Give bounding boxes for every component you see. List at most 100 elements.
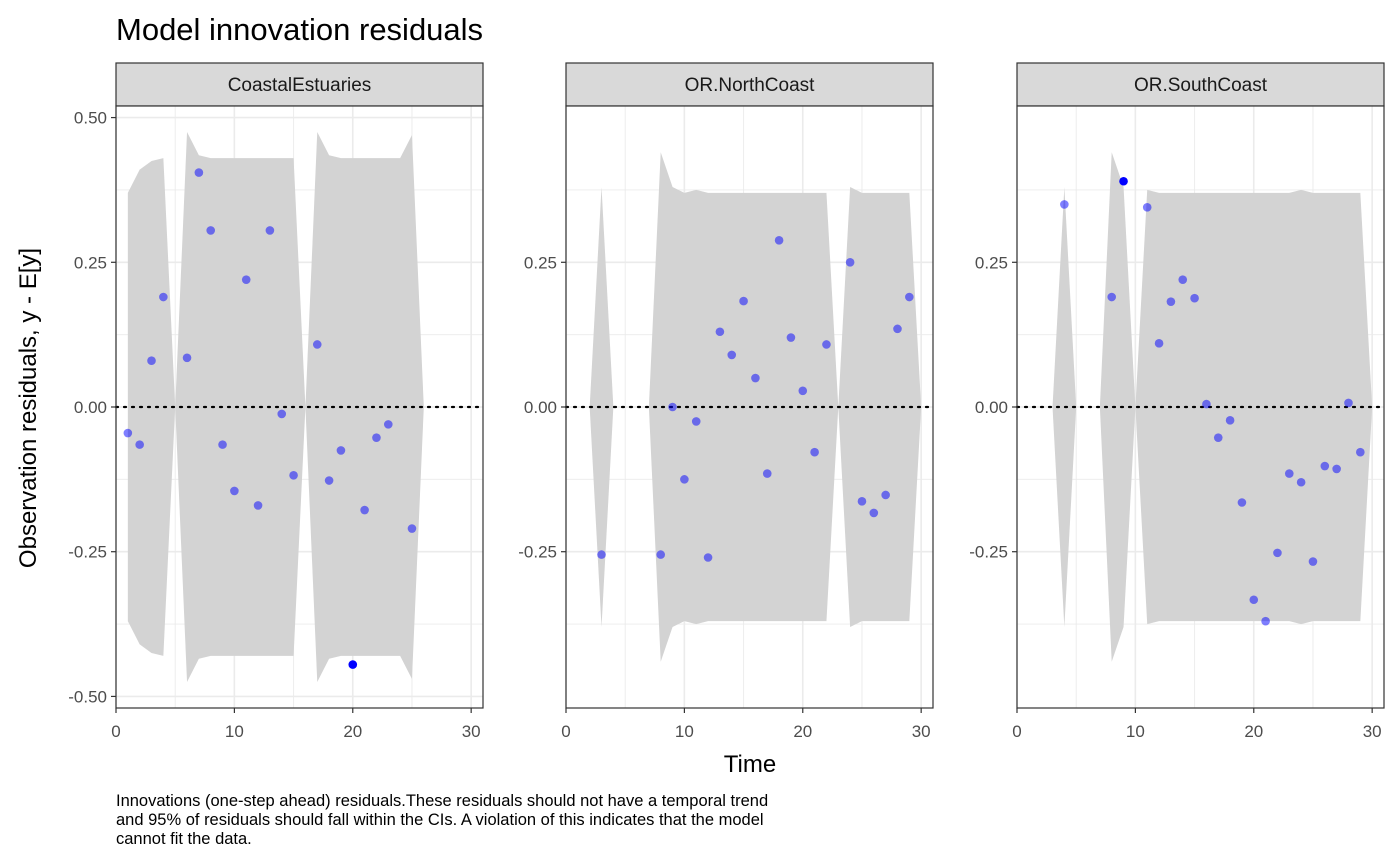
x-tick-label: 20 [343,722,362,741]
y-tick-label: 0.00 [524,398,557,417]
residual-point [1356,447,1365,457]
residual-point [218,440,227,449]
y-tick-label: -0.50 [68,687,107,706]
residual-point [857,497,867,506]
residual-point [147,356,156,365]
chart-title: Model innovation residuals [116,12,483,47]
x-tick-label: 30 [912,722,931,741]
residual-point [1119,176,1128,186]
residual-point [159,292,168,302]
y-tick-label: 0.00 [74,398,107,417]
residual-point [1237,498,1247,507]
residual-point [703,553,713,562]
x-tick-label: 10 [1126,722,1145,741]
y-tick-label: -0.25 [518,543,557,562]
residual-point [1249,595,1259,605]
x-tick-label: 20 [793,722,812,741]
y-tick-label: -0.25 [969,543,1008,562]
residual-point [230,486,239,496]
panel-coastalestuaries: CoastalEstuaries -0.50 -0.25 0.00 0.25 0.50 0 1… [68,62,485,741]
residual-point [751,373,760,383]
residual-point [407,524,417,533]
confidence-band [175,132,306,682]
facet-panels: CoastalEstuaries -0.50 -0.25 0.00 0.25 0.50 0 1… [68,62,1386,741]
residual-point [360,505,369,515]
residual-point [383,420,393,429]
residual-point [123,428,133,438]
residual-point [206,226,216,235]
y-tick-label: 0.50 [74,109,107,128]
caption-text: Innovations (one-step ahead) residuals.T… [116,792,769,848]
residual-point [182,353,192,363]
residual-point [798,386,808,396]
residual-point [253,501,263,510]
residual-point [597,550,606,559]
panel-or-southcoast: OR.SouthCoast -0.25 0.00 0.25 0 10 20 30 [969,62,1386,741]
residual-point [893,324,902,334]
residual-point [324,476,334,485]
confidence-band [589,187,614,627]
x-axis-label: Time [724,751,776,778]
x-tick-label: 30 [1363,722,1382,741]
x-tick-label: 30 [462,722,481,741]
residual-point [1166,297,1176,306]
residual-point [1332,464,1341,474]
residual-point [1154,339,1164,348]
facet-strip [115,62,484,107]
residual-point [277,409,287,419]
y-tick-label: 0.25 [524,253,557,272]
residual-point [1308,557,1318,566]
residual-point [656,550,666,559]
facet-strip-label: CoastalEstuaries [228,75,372,96]
residual-point [680,475,689,484]
x-tick-label: 10 [675,722,694,741]
facet-strip-label: OR.SouthCoast [1134,75,1268,96]
residual-point [668,402,677,412]
y-tick-label: -0.25 [68,543,107,562]
residual-point [845,257,855,267]
panel-or-northcoast: OR.NorthCoast -0.25 0.00 0.25 0 10 20 30 [518,62,935,741]
residual-point [289,471,298,480]
residual-point [727,350,737,360]
x-tick-label: 0 [111,722,120,741]
residual-point [1284,469,1294,478]
residual-point [241,275,251,284]
residual-point [905,292,914,302]
residual-point [715,327,725,337]
residual-point [881,490,890,500]
residual-point [810,447,819,457]
x-tick-label: 0 [561,722,570,741]
confidence-band [127,158,176,656]
residual-point [1190,293,1199,303]
residual-point [348,660,358,669]
facet-strip [565,62,934,107]
residual-point [762,469,772,478]
residual-point [786,333,796,342]
residual-point [372,433,381,442]
residual-point [774,235,784,245]
residual-point [739,296,748,306]
x-tick-label: 10 [225,722,244,741]
residual-point [869,508,879,518]
residual-point [1296,477,1306,487]
facet-strip [1016,62,1385,107]
residual-point [265,226,275,235]
residual-point [1213,433,1223,442]
y-tick-label: 0.25 [74,253,107,272]
residual-point [1178,275,1188,284]
residual-point [1107,292,1117,302]
x-tick-label: 0 [1012,722,1021,741]
residual-point [1320,461,1330,471]
residual-point [1273,548,1282,558]
residual-point [1142,202,1152,212]
y-axis-label: Observation residuals, y - E[y] [15,248,42,568]
y-tick-label: 0.25 [975,253,1008,272]
residual-point [1225,416,1235,425]
residual-point [312,340,322,349]
residual-point [135,440,144,449]
residual-point [1202,399,1211,409]
facet-strip-label: OR.NorthCoast [685,75,816,96]
residual-point [1060,200,1069,209]
residual-point [1344,398,1353,408]
